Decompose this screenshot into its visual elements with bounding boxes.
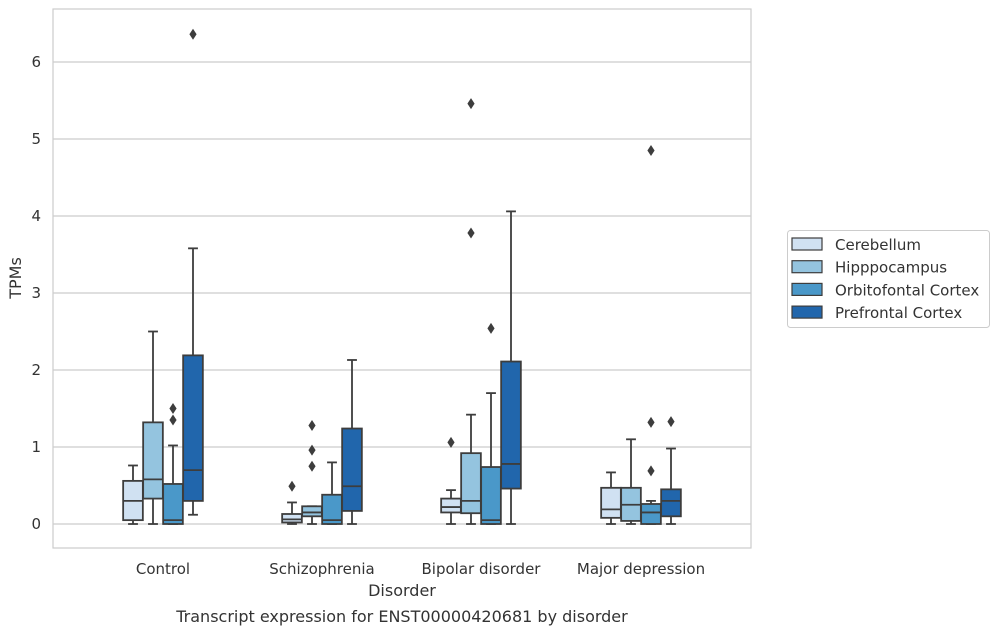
legend: Cerebellum Hipppocampus Orbitofontal Corte… bbox=[787, 230, 990, 328]
outlier-point bbox=[169, 414, 177, 426]
box-iqr bbox=[281, 513, 303, 524]
box-hipppocampus bbox=[460, 98, 482, 525]
outlier-point bbox=[169, 403, 177, 414]
legend-label: Hipppocampus bbox=[835, 259, 947, 277]
box-cerebellum bbox=[122, 464, 144, 525]
outlier-point bbox=[467, 98, 475, 110]
box-iqr bbox=[500, 360, 522, 490]
box-prefrontal-cortex bbox=[660, 416, 682, 525]
outlier-point bbox=[487, 322, 495, 334]
y-tick-label: 3 bbox=[31, 284, 41, 302]
box-iqr bbox=[480, 466, 502, 525]
outlier-point bbox=[288, 480, 296, 492]
outlier-point bbox=[467, 227, 475, 239]
box-iqr bbox=[660, 488, 682, 518]
x-tick-label: Bipolar disorder bbox=[422, 560, 542, 578]
box-prefrontal-cortex bbox=[500, 210, 522, 525]
y-tick-label: 6 bbox=[31, 53, 41, 71]
box-prefrontal-cortex bbox=[182, 28, 204, 516]
legend-label: Orbitofontal Cortex bbox=[835, 281, 979, 299]
box-iqr bbox=[640, 503, 662, 525]
legend-label: Prefrontal Cortex bbox=[835, 304, 962, 322]
plot-area-frame bbox=[52, 8, 752, 549]
legend-label: Cerebellum bbox=[835, 236, 921, 254]
box-orbitofontal-cortex bbox=[321, 461, 343, 525]
x-tick-label: Control bbox=[136, 560, 190, 578]
y-tick-label: 5 bbox=[31, 130, 41, 148]
box-orbitofontal-cortex bbox=[480, 322, 502, 525]
box-cerebellum bbox=[600, 471, 622, 525]
box-iqr bbox=[142, 421, 164, 500]
y-tick-label: 0 bbox=[31, 515, 41, 533]
box-iqr bbox=[162, 483, 184, 525]
legend-swatch bbox=[791, 305, 823, 319]
boxes bbox=[122, 28, 682, 525]
x-tick-label: Major depression bbox=[577, 560, 705, 578]
y-tick-label: 2 bbox=[31, 361, 41, 379]
outlier-point bbox=[308, 419, 316, 431]
box-hipppocampus bbox=[301, 419, 323, 525]
outlier-point bbox=[647, 416, 655, 428]
box-orbitofontal-cortex bbox=[640, 145, 662, 525]
box-iqr bbox=[182, 354, 204, 502]
box-orbitofontal-cortex bbox=[162, 403, 184, 525]
chart-caption: Transcript expression for ENST0000042068… bbox=[175, 607, 628, 626]
box-iqr bbox=[301, 505, 323, 518]
outlier-point bbox=[308, 444, 316, 456]
y-axis: 0 1 2 3 4 5 6 bbox=[31, 53, 41, 533]
box-cerebellum bbox=[281, 480, 303, 525]
outlier-point bbox=[189, 28, 197, 40]
legend-swatch bbox=[791, 237, 823, 251]
y-tick-label: 1 bbox=[31, 438, 41, 456]
outlier-point bbox=[667, 416, 675, 428]
outlier-point bbox=[308, 460, 316, 472]
box-iqr bbox=[440, 497, 462, 514]
box-iqr bbox=[600, 486, 622, 519]
legend-swatch bbox=[791, 260, 823, 274]
box-hipppocampus bbox=[142, 330, 164, 525]
x-axis: Control Schizophrenia Bipolar disorder Majo… bbox=[136, 560, 705, 578]
outlier-point bbox=[647, 465, 655, 477]
x-tick-label: Schizophrenia bbox=[269, 560, 374, 578]
box-hipppocampus bbox=[620, 438, 642, 525]
box-cerebellum bbox=[440, 436, 462, 525]
outlier-point bbox=[447, 436, 455, 448]
y-axis-label: TPMs bbox=[6, 257, 25, 300]
legend-swatch bbox=[791, 282, 823, 296]
outlier-point bbox=[647, 145, 655, 157]
box-iqr bbox=[341, 427, 363, 512]
x-axis-label: Disorder bbox=[368, 581, 436, 600]
gridlines bbox=[53, 61, 751, 525]
y-tick-label: 4 bbox=[31, 207, 41, 225]
box-prefrontal-cortex bbox=[341, 359, 363, 525]
legend-frame bbox=[787, 230, 990, 328]
box-iqr bbox=[460, 452, 482, 515]
